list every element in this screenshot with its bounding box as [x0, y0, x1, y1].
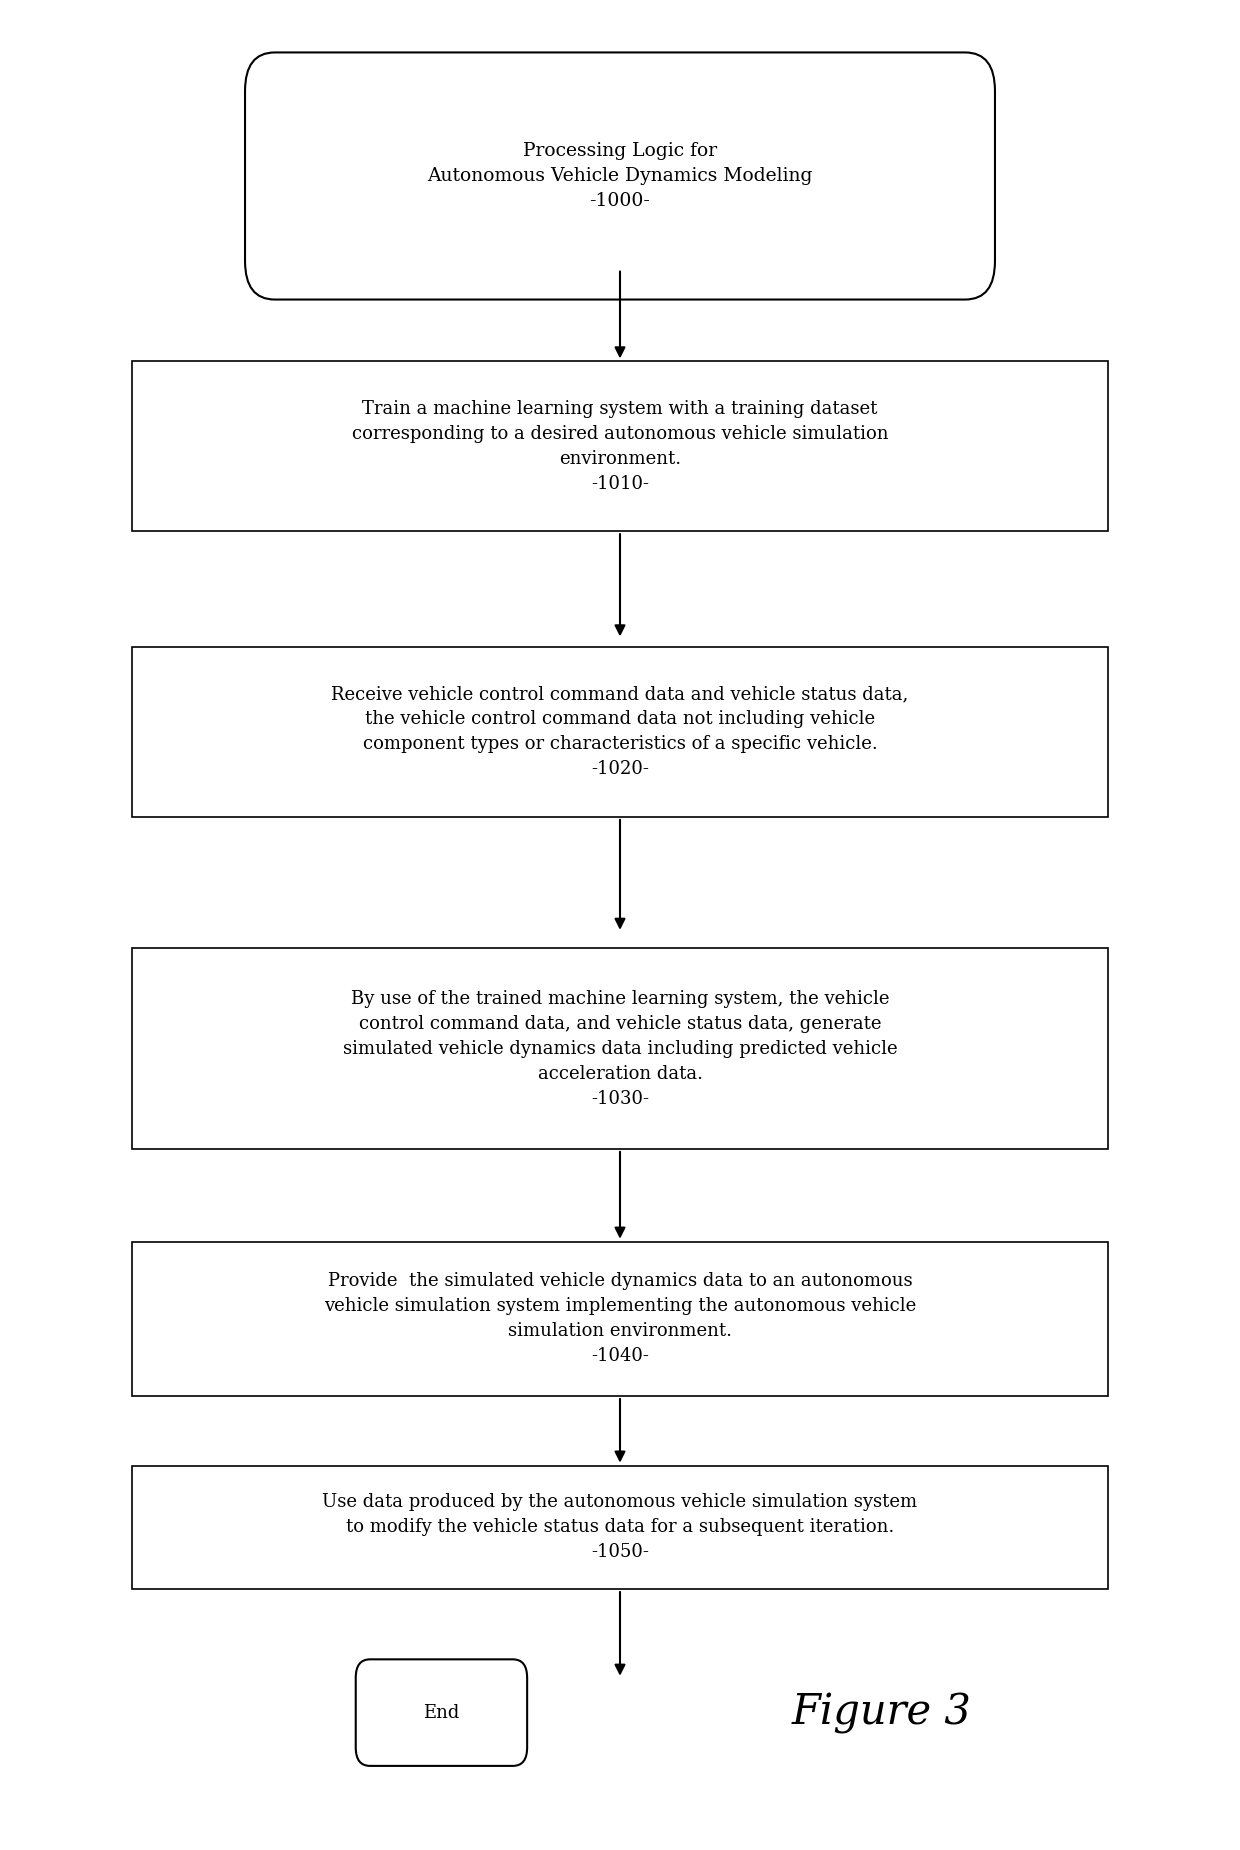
- Text: Train a machine learning system with a training dataset
corresponding to a desir: Train a machine learning system with a t…: [352, 400, 888, 492]
- FancyBboxPatch shape: [131, 648, 1109, 818]
- Text: By use of the trained machine learning system, the vehicle
control command data,: By use of the trained machine learning s…: [342, 990, 898, 1108]
- Text: Receive vehicle control command data and vehicle status data,
the vehicle contro: Receive vehicle control command data and…: [331, 686, 909, 779]
- FancyBboxPatch shape: [131, 361, 1109, 531]
- Text: Use data produced by the autonomous vehicle simulation system
to modify the vehi: Use data produced by the autonomous vehi…: [322, 1493, 918, 1561]
- Text: Provide  the simulated vehicle dynamics data to an autonomous
vehicle simulation: Provide the simulated vehicle dynamics d…: [324, 1273, 916, 1365]
- FancyBboxPatch shape: [131, 1465, 1109, 1589]
- FancyBboxPatch shape: [131, 1241, 1109, 1397]
- Text: End: End: [423, 1704, 460, 1722]
- Text: Processing Logic for
Autonomous Vehicle Dynamics Modeling
-1000-: Processing Logic for Autonomous Vehicle …: [428, 142, 812, 211]
- FancyBboxPatch shape: [131, 949, 1109, 1149]
- Text: Figure 3: Figure 3: [792, 1691, 972, 1733]
- FancyBboxPatch shape: [356, 1659, 527, 1767]
- FancyBboxPatch shape: [246, 52, 994, 300]
